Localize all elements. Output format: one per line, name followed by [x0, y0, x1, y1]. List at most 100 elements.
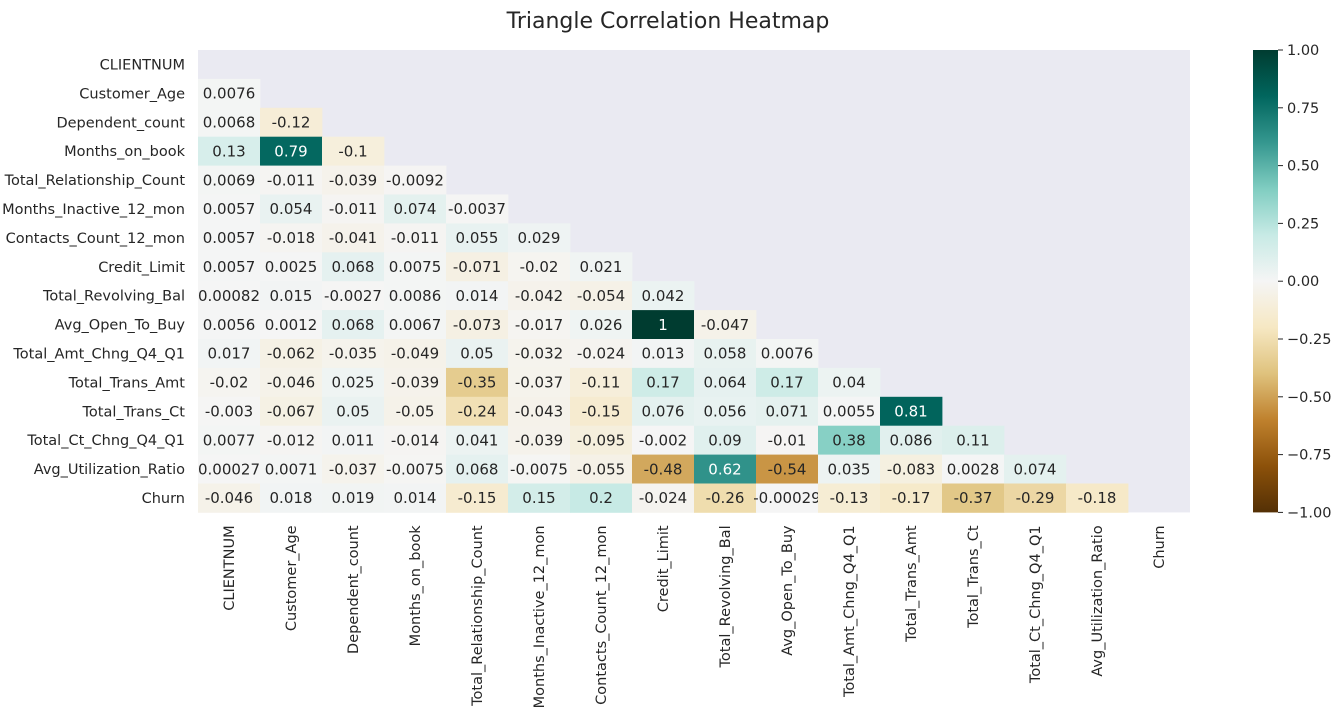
x-axis-tick-labels: CLIENTNUM Customer_Age Dependent_count Mont…: [222, 525, 1168, 709]
cell-value-label: 0.17: [770, 374, 803, 392]
heatmap-cell: [384, 425, 447, 455]
heatmap-cell: [756, 339, 819, 369]
heatmap-cell: [198, 165, 261, 195]
colorbar-tick-label: −1.00: [1287, 505, 1331, 521]
heatmap-cell: [694, 454, 757, 484]
heatmap-cell: [322, 194, 385, 224]
cell-value-label: -0.01: [768, 431, 807, 449]
cell-value-label: 0.068: [456, 460, 499, 478]
heatmap-cell: [260, 396, 323, 427]
cell-value-label: 0.0056: [203, 316, 256, 334]
heatmap-cell: [570, 396, 633, 427]
heatmap-cell: [322, 483, 385, 513]
heatmap-cell: [446, 310, 509, 340]
colorbar-tick-label: −0.50: [1287, 390, 1331, 406]
y-tick-label: Credit_Limit: [98, 260, 185, 276]
heatmap-cell: [632, 367, 695, 398]
heatmap-cell: [384, 339, 447, 369]
heatmap-cell: [508, 425, 571, 455]
heatmap-cell: [260, 252, 323, 282]
cell-value-label: -0.095: [577, 431, 625, 449]
heatmap-cell: [322, 339, 385, 369]
cell-value-label: 0.0057: [203, 200, 256, 218]
cell-value-label: 0.019: [332, 489, 375, 507]
cell-value-label: 0.041: [456, 431, 499, 449]
cell-value-label: 0.021: [580, 258, 623, 276]
heatmap-cell: [694, 483, 757, 513]
cell-value-label: 0.09: [708, 431, 741, 449]
cell-value-label: -0.062: [267, 345, 315, 363]
cell-value-label: 0.042: [642, 287, 685, 305]
heatmap-cell: [818, 454, 881, 484]
heatmap-cell: [198, 339, 261, 369]
heatmap-cell: [570, 252, 633, 282]
colorbar-tick-label: 0.50: [1287, 159, 1319, 175]
heatmap-cell: [632, 425, 695, 455]
x-tick-label: Churn: [1152, 525, 1168, 568]
heatmap-cell: [322, 281, 385, 311]
cell-value-label: -0.037: [515, 374, 563, 392]
y-tick-label: Total_Revolving_Bal: [42, 289, 185, 305]
chart-title: Triangle Correlation Heatmap: [506, 9, 830, 34]
heatmap-cell: [508, 281, 571, 311]
cell-value-label: -0.00029: [753, 489, 820, 507]
cell-value-label: 0.055: [456, 229, 499, 247]
cell-value-label: 0.017: [208, 345, 251, 363]
heatmap-cell: [322, 252, 385, 282]
y-tick-label: CLIENTNUM: [100, 57, 185, 73]
cell-value-label: 0.15: [522, 489, 555, 507]
cell-value-label: -0.29: [1016, 489, 1055, 507]
heatmap-cell: [446, 367, 509, 398]
heatmap-cell: [446, 281, 509, 311]
cell-value-label: -0.26: [706, 489, 745, 507]
x-tick-label: CLIENTNUM: [222, 525, 238, 610]
cell-value-label: 0.0025: [265, 258, 318, 276]
cell-value-label: 0.074: [394, 200, 437, 218]
cell-value-label: 0.064: [704, 374, 747, 392]
heatmap-cell: [632, 483, 695, 513]
cell-value-label: 0.056: [704, 402, 747, 420]
cell-value-label: 0.071: [766, 402, 809, 420]
heatmap-cell: [198, 252, 261, 282]
cell-value-label: 0.62: [708, 460, 741, 478]
cell-value-label: -0.1: [338, 142, 367, 160]
cell-value-label: -0.024: [577, 345, 625, 363]
x-tick-label: Contacts_Count_12_mon: [594, 525, 610, 704]
cell-value-label: 0.0067: [389, 316, 442, 334]
heatmap-cell: [260, 367, 323, 398]
cell-value-label: -0.043: [515, 402, 563, 420]
cell-value-label: -0.039: [515, 431, 563, 449]
x-tick-label: Total_Relationship_Count: [470, 525, 486, 707]
x-tick-label: Credit_Limit: [656, 525, 672, 612]
y-tick-label: Months_on_book: [64, 144, 186, 160]
heatmap-cell: [570, 454, 633, 484]
cell-value-label: 0.068: [332, 316, 375, 334]
heatmap-cell: [694, 339, 757, 369]
cell-value-label: 0.00027: [198, 460, 260, 478]
x-tick-label: Total_Trans_Amt: [904, 525, 920, 643]
cell-value-label: -0.011: [267, 171, 315, 189]
heatmap-cell: [570, 339, 633, 369]
heatmap-cell: [756, 454, 819, 484]
cell-value-label: -0.012: [267, 431, 315, 449]
heatmap-cell: [694, 396, 757, 427]
heatmap-cell: [632, 281, 695, 311]
cell-value-label: 0.076: [642, 402, 685, 420]
cell-value-label: -0.073: [453, 316, 501, 334]
cell-value-label: -0.017: [515, 316, 563, 334]
heatmap-cell: [384, 194, 447, 224]
y-tick-label: Dependent_count: [56, 115, 185, 131]
heatmap-cell: [446, 194, 509, 224]
heatmap-cell: [446, 339, 509, 369]
heatmap-cell: [260, 281, 323, 311]
cell-value-label: 0.0068: [203, 113, 256, 131]
cell-value-label: 0.0077: [203, 431, 256, 449]
heatmap-cell: [260, 483, 323, 513]
heatmap-cell: [260, 339, 323, 369]
heatmap-cell: [198, 367, 261, 398]
heatmap-cell: [322, 136, 385, 166]
heatmap-cell: [322, 396, 385, 427]
heatmap-cell: [632, 310, 695, 340]
cell-value-label: 0.025: [332, 374, 375, 392]
cell-value-label: -0.18: [1078, 489, 1117, 507]
